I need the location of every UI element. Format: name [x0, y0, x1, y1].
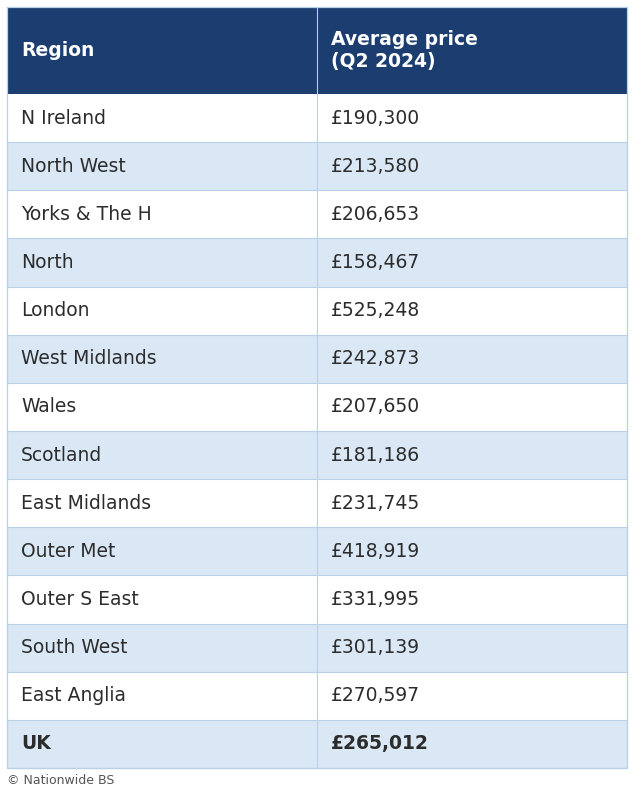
Bar	[7, 527, 627, 576]
Text: £207,650: £207,650	[331, 397, 420, 416]
Text: North: North	[21, 253, 74, 272]
Bar	[7, 287, 627, 334]
Bar	[7, 576, 627, 623]
Bar	[7, 431, 627, 479]
Bar	[7, 239, 627, 287]
Text: £213,580: £213,580	[331, 157, 420, 176]
Text: South West: South West	[21, 638, 127, 657]
Text: £190,300: £190,300	[331, 108, 420, 127]
Text: Region: Region	[21, 41, 94, 60]
Bar	[7, 7, 627, 94]
Text: £301,139: £301,139	[331, 638, 420, 657]
Bar	[7, 479, 627, 527]
Text: £231,745: £231,745	[331, 494, 420, 513]
Text: Wales: Wales	[21, 397, 76, 416]
Text: Scotland: Scotland	[21, 446, 102, 465]
Text: N Ireland: N Ireland	[21, 108, 106, 127]
Text: £242,873: £242,873	[331, 349, 420, 369]
Text: £331,995: £331,995	[331, 590, 420, 609]
Text: West Midlands: West Midlands	[21, 349, 157, 369]
Text: East Anglia: East Anglia	[21, 686, 126, 705]
Bar	[7, 142, 627, 190]
Bar	[7, 383, 627, 431]
Text: £181,186: £181,186	[331, 446, 420, 465]
Text: Average price
(Q2 2024): Average price (Q2 2024)	[331, 30, 478, 71]
Bar	[7, 623, 627, 672]
Bar	[7, 720, 627, 768]
Text: £158,467: £158,467	[331, 253, 420, 272]
Text: £525,248: £525,248	[331, 301, 420, 320]
Text: London: London	[21, 301, 89, 320]
Text: UK: UK	[21, 735, 51, 754]
Bar	[7, 672, 627, 720]
Bar	[7, 94, 627, 142]
Text: © Nationwide BS: © Nationwide BS	[7, 774, 114, 787]
Text: £265,012: £265,012	[331, 735, 429, 754]
Text: £418,919: £418,919	[331, 542, 420, 561]
Bar	[7, 190, 627, 239]
Text: East Midlands: East Midlands	[21, 494, 151, 513]
Text: Outer Met: Outer Met	[21, 542, 115, 561]
Text: Yorks & The H: Yorks & The H	[21, 205, 152, 224]
Text: Outer S East: Outer S East	[21, 590, 139, 609]
Text: £206,653: £206,653	[331, 205, 420, 224]
Text: North West: North West	[21, 157, 126, 176]
Text: £270,597: £270,597	[331, 686, 420, 705]
Bar	[7, 334, 627, 383]
